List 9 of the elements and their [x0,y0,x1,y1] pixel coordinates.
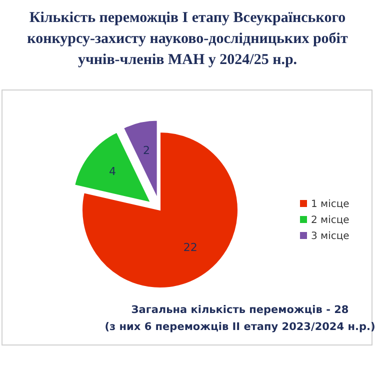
text: (з них 6 переможців ІІ етапу 2023/2024 н.р.) [104,321,375,333]
chart-title: Кількість переможців І етапу Всеукраїнського конкурсу-захисту науково-дослідницьких робіт учнів-членів МАН у 2024/25 н.р. [27,10,348,68]
data-label: 22 [183,241,198,254]
legend-label: 2 місце [311,215,350,226]
data-label: 4 [109,165,116,178]
legend-label: 1 місце [311,199,350,210]
data-label: 2 [142,144,150,157]
text: Загальна кількість переможців - 28 [131,304,349,316]
legend-label: 3 місце [311,231,350,242]
